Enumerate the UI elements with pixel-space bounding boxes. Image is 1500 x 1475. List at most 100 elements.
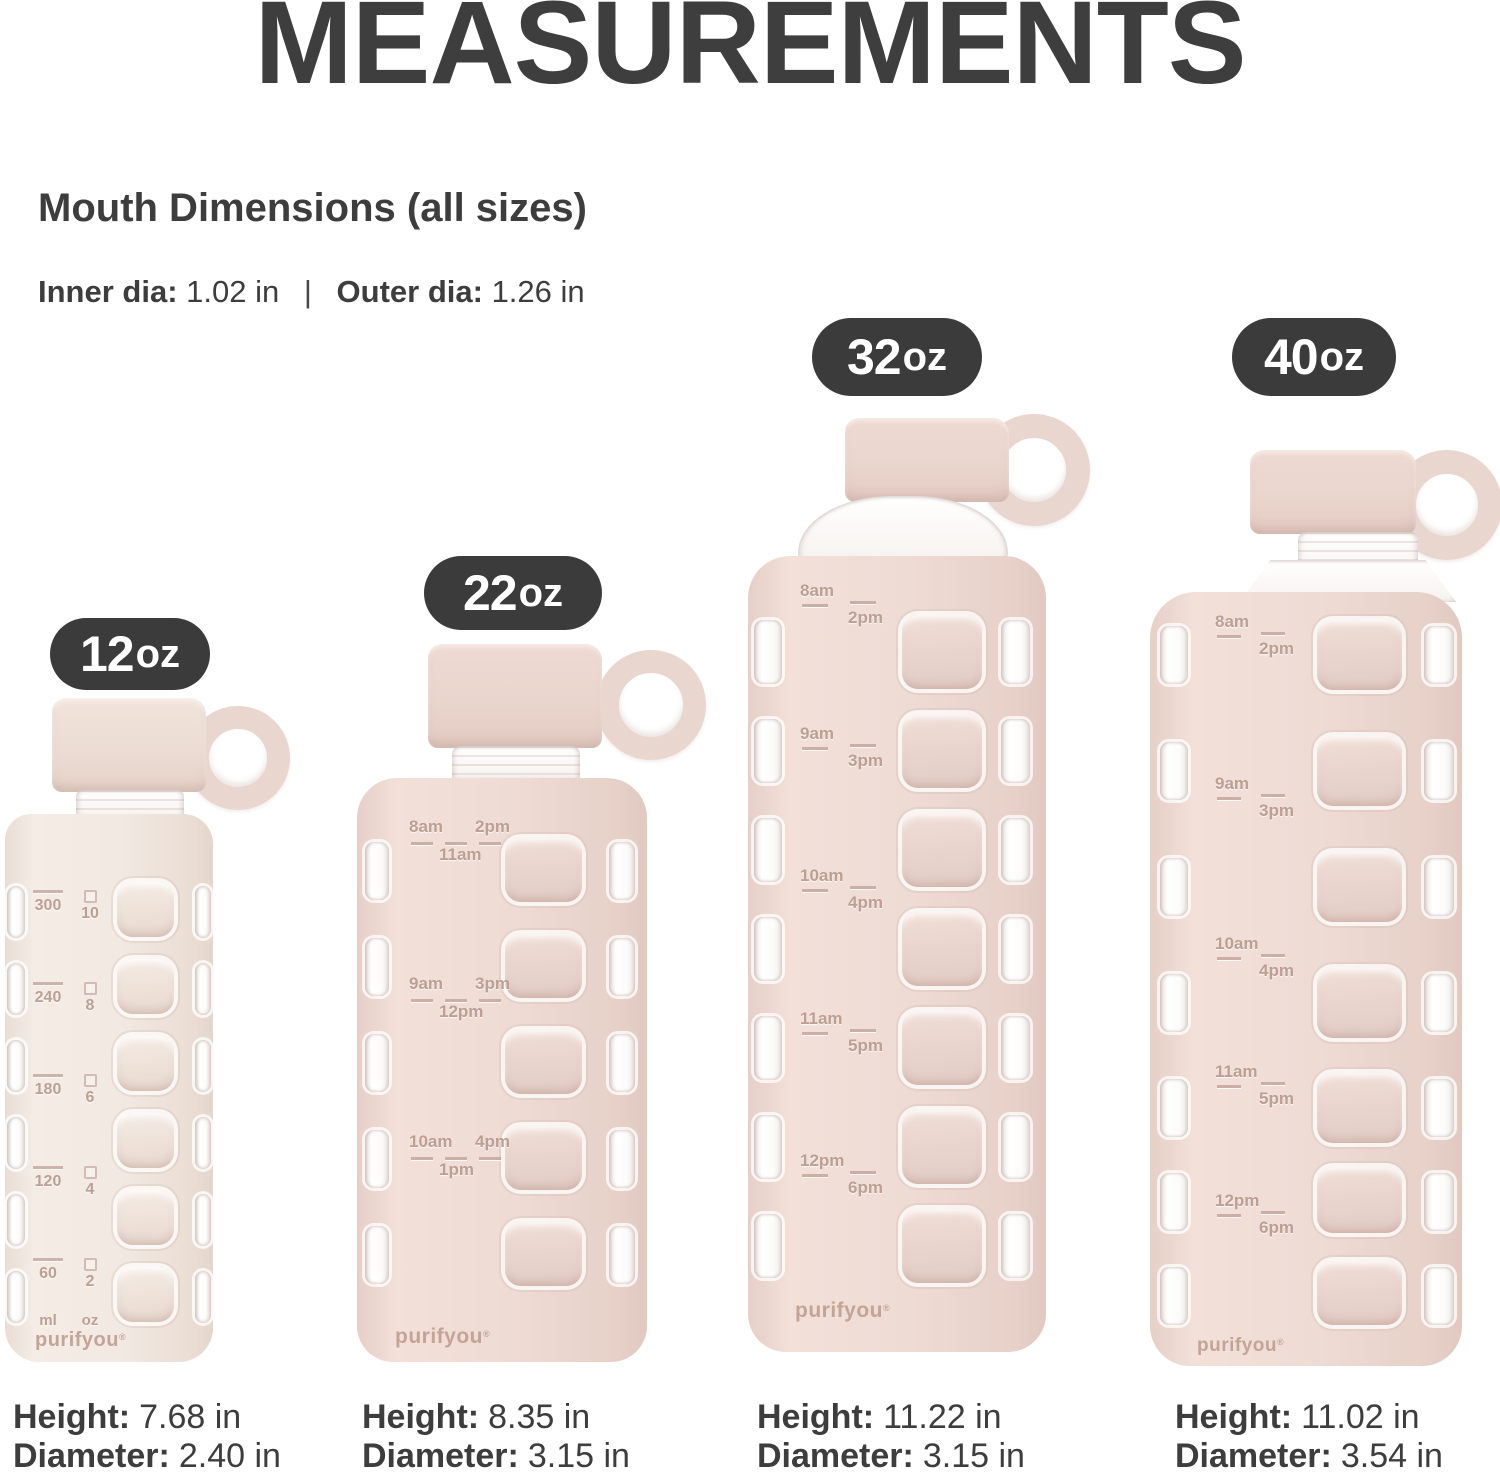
bottle-cap [428, 644, 602, 748]
sleeve-square-cutout [505, 934, 582, 998]
time-label-am: 12pm [800, 1151, 845, 1170]
size-badge-22oz: 22 oz [424, 556, 602, 630]
registered-mark: ® [119, 1332, 127, 1342]
oz-mark: 4 [77, 1166, 103, 1198]
size-unit: oz [135, 631, 181, 676]
height-spec: Height: 11.02 in [1175, 1398, 1443, 1437]
bottle-body-sleeve: 8am 2pm 9am 3pm 10am 4pm 11am [748, 556, 1046, 1352]
sleeve-slot-cutout [1160, 742, 1188, 800]
scale-tick [1217, 1214, 1241, 1217]
sleeve-slot-cutout [609, 938, 635, 996]
time-label-pm: 5pm [848, 1036, 883, 1055]
scale-tick [802, 1032, 828, 1035]
sleeve-slot-cutout [1160, 1079, 1188, 1137]
brand-name: purifyou [1197, 1335, 1277, 1356]
ml-mark: 300 [29, 890, 67, 922]
scale-tick [850, 601, 876, 604]
ml-mark: 180 [29, 1074, 67, 1106]
scale-tick [411, 842, 433, 845]
inner-dia-value: 1.02 in [186, 274, 280, 309]
page-title: MEASUREMENTS [254, 0, 1246, 109]
sleeve-slot-cutout [609, 842, 635, 900]
specs-22oz: Height: 8.35 in Diameter: 3.15 in [362, 1398, 630, 1475]
brand-logo: purifyou® [35, 1330, 126, 1350]
scale-tick [411, 999, 433, 1002]
time-label-am: 8am [409, 817, 444, 836]
size-number: 22 [462, 565, 518, 621]
scale-tick [1261, 1211, 1285, 1214]
time-marking-group: 12pm 6pm [800, 1152, 912, 1206]
diameter-value: 3.54 in [1340, 1437, 1443, 1475]
sleeve-slot-cutout [1424, 1079, 1454, 1137]
volume-scale-row: 240 8 [29, 982, 103, 1014]
time-label-mid: 12pm [439, 1002, 484, 1021]
sleeve-square-cutout [1317, 1167, 1402, 1233]
scale-tick [1217, 1085, 1241, 1088]
unit-row: ml oz [29, 1312, 103, 1329]
sleeve-slot-cutout [1424, 1267, 1454, 1325]
time-label-pm: 2pm [848, 608, 883, 627]
sleeve-square-cutout [1317, 852, 1402, 922]
oz-value: 4 [85, 1181, 95, 1198]
height-spec: Height: 11.22 in [757, 1398, 1025, 1437]
sleeve-slot-cutout [1160, 626, 1188, 684]
sleeve-slot-cutout [7, 1040, 25, 1092]
bottle-cap [1250, 450, 1416, 534]
height-value: 8.35 in [488, 1398, 591, 1436]
time-marking-group: 11am 5pm [800, 1010, 912, 1064]
time-label-am: 9am [1215, 774, 1250, 793]
time-label-pm: 4pm [848, 893, 883, 912]
sleeve-slot-cutout [1001, 818, 1030, 882]
time-marking-group: 8am 2pm [800, 582, 912, 636]
sleeve-slot-cutout [754, 1115, 782, 1179]
time-marking-group: 11am 5pm [1215, 1063, 1327, 1117]
size-number: 32 [846, 329, 902, 385]
volume-scale-row: 300 10 [29, 890, 103, 922]
volume-scale-row: 60 2 [29, 1258, 103, 1290]
ml-value: 180 [34, 1080, 62, 1098]
time-label-am: 8am [800, 581, 835, 600]
time-label-pm: 6pm [1259, 1218, 1294, 1237]
scale-tick [1261, 632, 1285, 635]
scale-tick [1261, 1082, 1285, 1085]
sleeve-square-cutout [1317, 1073, 1402, 1143]
sleeve-slot-cutout [1424, 858, 1454, 916]
bottle-cap [52, 698, 206, 792]
registered-mark: ® [883, 1303, 891, 1313]
sleeve-slot-cutout [365, 1130, 389, 1188]
diameter-spec: Diameter: 3.54 in [1175, 1437, 1443, 1475]
sleeve-slot-cutout [7, 1194, 25, 1246]
time-marking-group: 10am 4pm [800, 867, 912, 921]
oz-value: 6 [85, 1089, 95, 1106]
sleeve-slot-cutout [754, 620, 782, 684]
sleeve-square-cutout [1317, 1261, 1402, 1325]
sleeve-slot-cutout [1160, 858, 1188, 916]
time-label-pm: 2pm [1259, 639, 1294, 658]
time-marking-group: 12pm 6pm [1215, 1192, 1327, 1246]
oz-box-icon [83, 890, 97, 903]
size-number: 40 [1263, 329, 1319, 385]
time-label-am: 11am [1215, 1062, 1258, 1081]
scale-tick [445, 842, 467, 845]
sleeve-slot-cutout [1001, 719, 1030, 783]
sleeve-square-cutout [505, 1222, 582, 1286]
scale-tick [1261, 794, 1285, 797]
time-marking-group: 10am 4pm 1pm [409, 1133, 541, 1185]
oz-value: 2 [85, 1273, 95, 1290]
scale-tick [802, 747, 828, 750]
time-label-pm: 6pm [848, 1178, 883, 1197]
brand-logo: purifyou® [395, 1326, 490, 1347]
oz-unit-label: oz [81, 1312, 99, 1329]
time-label-am: 9am [409, 974, 444, 993]
time-label-pm: 3pm [1259, 801, 1294, 820]
oz-box-icon [83, 1258, 97, 1271]
scale-tick [802, 1174, 828, 1177]
height-label: Height: [1175, 1398, 1293, 1436]
sleeve-square-cutout [117, 959, 174, 1014]
sleeve-square-cutout [902, 1209, 982, 1283]
scale-tick [1261, 954, 1285, 957]
height-label: Height: [757, 1398, 875, 1436]
time-label-am: 10am [1215, 934, 1259, 953]
scale-tick [850, 1029, 876, 1032]
height-value: 7.68 in [139, 1398, 242, 1436]
